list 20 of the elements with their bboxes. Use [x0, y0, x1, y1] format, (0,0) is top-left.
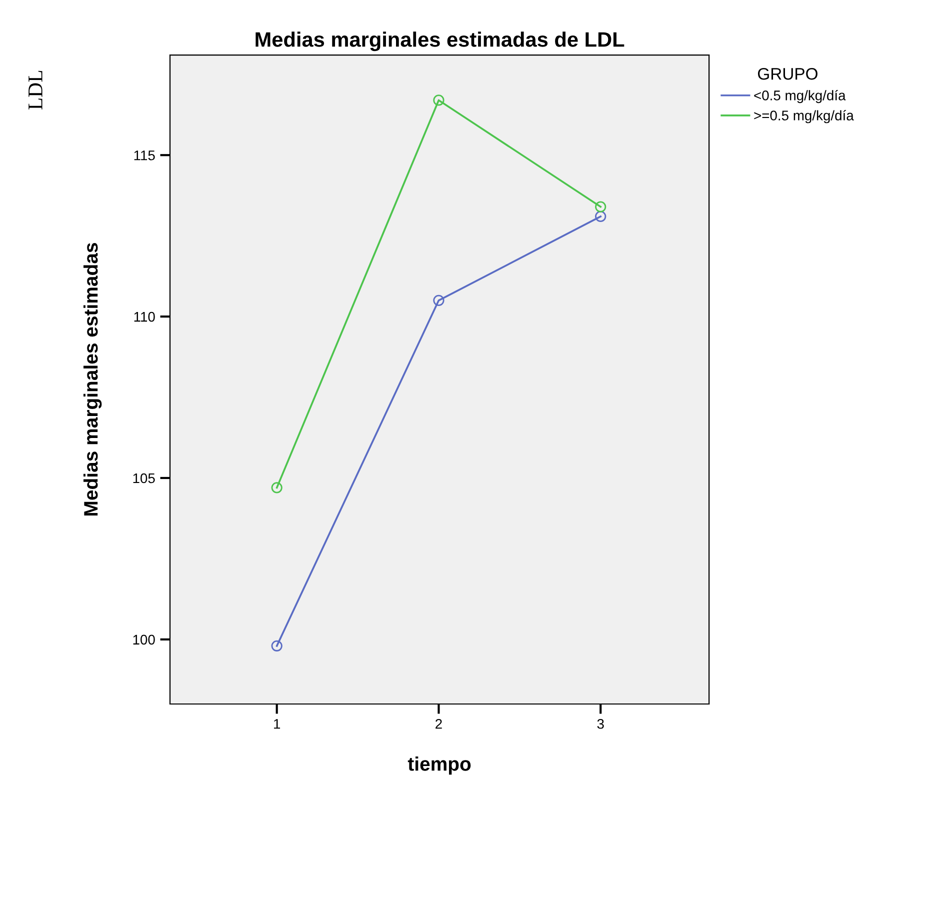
legend-label: >=0.5 mg/kg/día [754, 110, 854, 124]
y-tick-label: 115 [134, 150, 155, 160]
chart-title: Medias marginales estimadas de LDL [256, 32, 624, 52]
y-tick-label: 105 [133, 473, 155, 484]
point [595, 201, 606, 212]
legend-title: GRUPO [758, 68, 818, 80]
x-axis-title: tiempo [408, 756, 471, 775]
legend-label: <0.5 mg/kg/día [754, 90, 846, 104]
y-axis-title: Medias marginales estimadas [83, 243, 102, 516]
y-tick-label: 110 [134, 312, 155, 322]
x-tick-label: 3 [597, 718, 604, 729]
x-tick-label: 1 [274, 719, 280, 729]
point [271, 640, 282, 652]
point [595, 210, 606, 222]
point [433, 294, 444, 306]
x-tick-label: 2 [436, 718, 442, 729]
text: LDL [28, 70, 42, 110]
y-tick-label: 100 [133, 634, 155, 645]
point [271, 482, 282, 494]
point [433, 94, 444, 106]
